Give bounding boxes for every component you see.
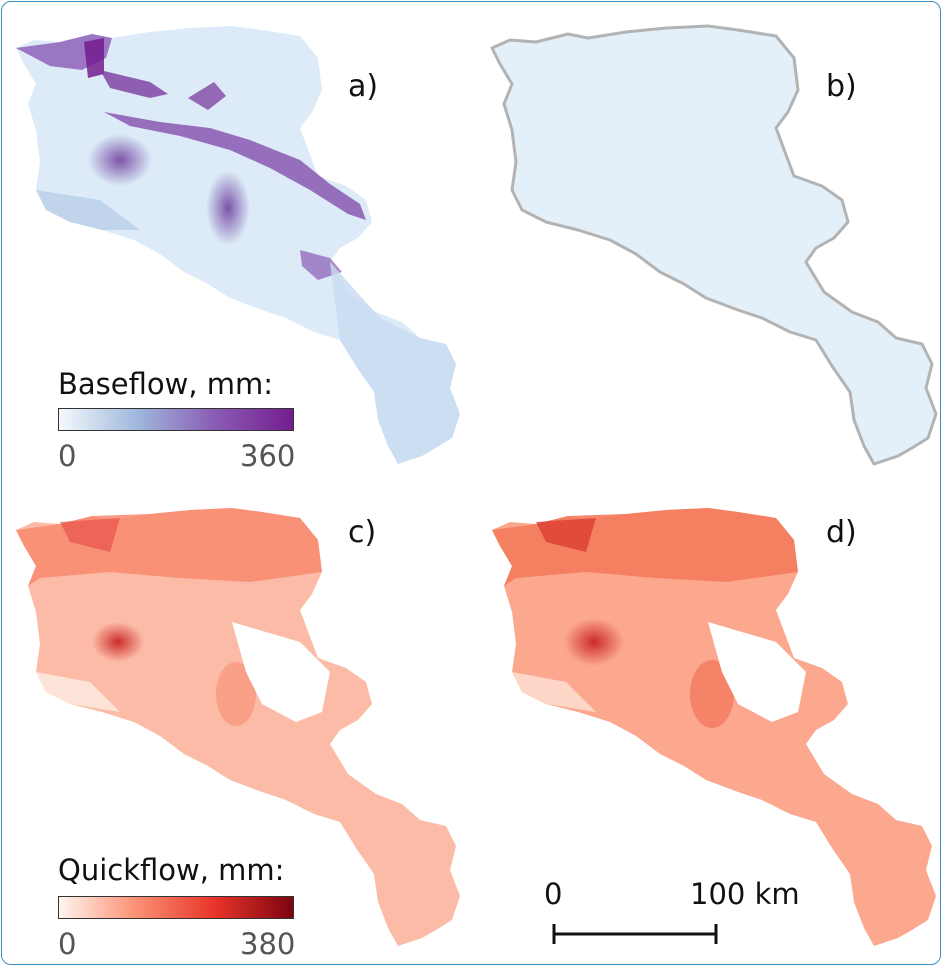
map-panel-a (16, 26, 460, 464)
legend-min-baseflow: 0 (58, 439, 77, 473)
panel-label-b: b) (826, 69, 857, 104)
legend-title-baseflow: Baseflow, mm: (58, 367, 274, 401)
map-panel-c (16, 508, 460, 946)
panel-label-c: c) (348, 515, 377, 550)
legend-bar-quickflow (58, 896, 294, 919)
scale-bar-end-label: 100 km (690, 877, 800, 911)
legend-min-quickflow: 0 (58, 927, 77, 961)
legend-max-quickflow: 380 (240, 927, 296, 961)
legend-title-quickflow: Quickflow, mm: (58, 853, 285, 887)
map-panel-b (490, 24, 938, 466)
scale-bar-start-label: 0 (544, 877, 563, 911)
panel-label-d: d) (826, 515, 857, 550)
panel-label-a: a) (348, 69, 379, 104)
scale-bar (552, 924, 718, 944)
map-panel-d (492, 508, 936, 946)
legend-max-baseflow: 360 (240, 439, 296, 473)
legend-bar-baseflow (58, 408, 294, 431)
